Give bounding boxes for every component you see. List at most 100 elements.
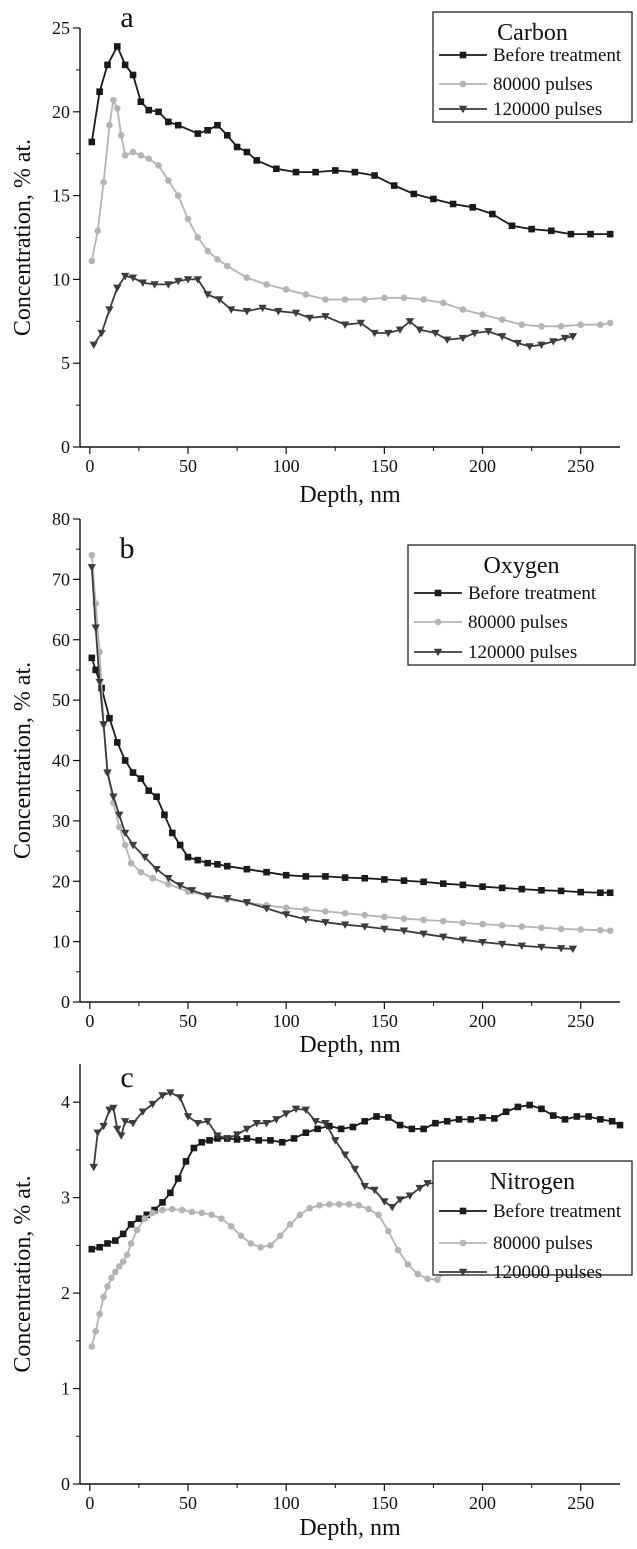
data-point [194, 856, 202, 864]
data-point [312, 168, 319, 176]
data-point [467, 1116, 475, 1123]
y-tick-label: 5 [61, 353, 70, 373]
data-point [121, 152, 129, 159]
data-point [420, 296, 427, 303]
data-point [89, 1163, 98, 1172]
data-point [414, 1270, 422, 1278]
data-point [104, 1283, 111, 1290]
panel-letter: b [120, 532, 135, 565]
data-point [322, 873, 329, 880]
data-point [204, 126, 211, 134]
data-point [606, 319, 614, 327]
data-point [106, 121, 113, 129]
y-tick-label: 2 [61, 1283, 70, 1303]
data-point [99, 721, 108, 729]
data-point [371, 172, 378, 179]
data-point [538, 887, 545, 894]
data-point [388, 1203, 397, 1212]
data-point [272, 1116, 281, 1124]
data-point [184, 215, 192, 223]
data-point [282, 904, 290, 912]
legend: Oxygen Before treatment 80000 pulses 120000… [407, 544, 636, 666]
y-tick-label: 0 [61, 1474, 70, 1494]
data-point [394, 1246, 402, 1254]
data-point [341, 296, 349, 303]
data-point [148, 1100, 157, 1109]
y-tick-label: 80 [52, 509, 70, 529]
data-point [432, 1119, 439, 1127]
data-point [514, 1103, 522, 1111]
data-point [96, 88, 103, 95]
data-point [110, 96, 117, 104]
data-point [443, 1117, 451, 1125]
data-point [129, 148, 137, 156]
data-point [296, 1211, 304, 1219]
series-line [90, 99, 611, 328]
data-point [302, 906, 310, 913]
data-point [87, 564, 96, 572]
data-point [227, 1222, 235, 1230]
data-point [356, 319, 365, 328]
data-point [281, 1110, 291, 1118]
y-tick-label: 1 [61, 1379, 70, 1399]
data-point [351, 168, 359, 176]
data-point [168, 829, 176, 837]
data-point [518, 885, 526, 893]
data-point [263, 281, 270, 288]
data-point [128, 1119, 138, 1128]
x-tick-label: 150 [371, 456, 398, 476]
data-point [568, 945, 578, 954]
data-point [606, 927, 614, 935]
data-point [262, 1119, 271, 1128]
data-point [384, 1227, 392, 1235]
data-point [113, 284, 122, 292]
x-tick-label: 150 [371, 1011, 398, 1031]
data-point [399, 927, 409, 935]
data-point [479, 311, 486, 318]
data-point [129, 769, 137, 776]
data-point [133, 1226, 141, 1234]
data-point [302, 1129, 310, 1137]
data-point [112, 1268, 119, 1276]
data-point [405, 1192, 415, 1200]
data-point [114, 739, 121, 746]
data-point [120, 1118, 130, 1126]
data-point [243, 274, 251, 282]
data-point [380, 925, 389, 934]
data-point [247, 1240, 255, 1247]
data-point [232, 1131, 242, 1139]
data-point [174, 1175, 182, 1182]
data-point [243, 148, 251, 156]
data-point [88, 1343, 96, 1350]
legend-title: Nitrogen [490, 1169, 575, 1195]
data-point [104, 61, 111, 69]
data-point [267, 1137, 274, 1144]
data-point [455, 1116, 463, 1123]
y-tick-label: 0 [61, 992, 70, 1012]
data-point [204, 247, 211, 255]
data-point [538, 1105, 545, 1113]
data-point [321, 919, 330, 927]
legend-box [407, 544, 636, 666]
data-point [141, 1215, 149, 1222]
data-point [176, 841, 184, 849]
data-point [360, 923, 369, 931]
data-point [164, 281, 173, 289]
data-point [138, 1108, 148, 1116]
data-point [458, 334, 468, 343]
data-point [278, 1138, 286, 1146]
data-point [302, 291, 310, 298]
data-point [173, 277, 183, 286]
data-point [459, 919, 467, 927]
data-point [459, 881, 467, 889]
data-point [316, 1201, 323, 1209]
series-line [92, 275, 574, 348]
data-point [215, 296, 224, 304]
data-point [114, 105, 121, 112]
y-axis-title: Concentration, % at. [10, 1175, 36, 1372]
data-point [577, 321, 585, 328]
data-point [99, 1122, 108, 1131]
data-point [381, 913, 388, 921]
data-point [96, 1243, 103, 1251]
data-point [547, 227, 555, 235]
